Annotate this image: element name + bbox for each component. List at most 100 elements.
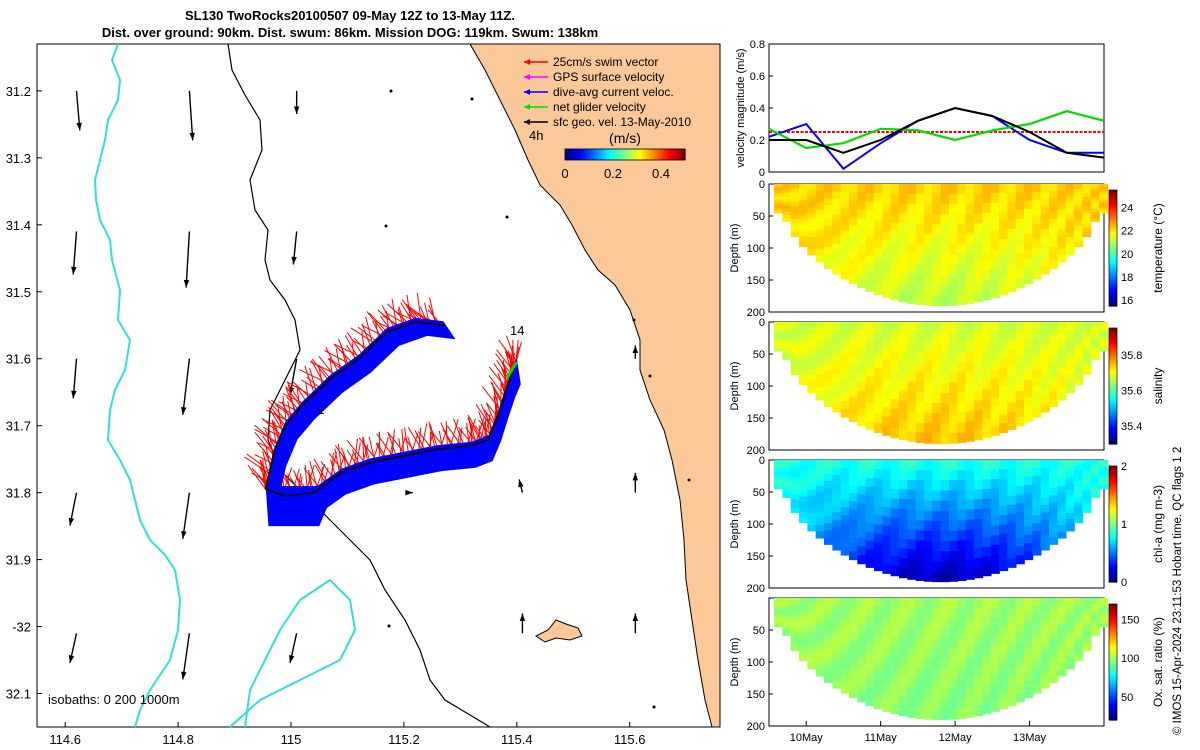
section-cell xyxy=(907,283,917,294)
section-cell xyxy=(932,194,942,205)
section-cell xyxy=(1082,232,1092,238)
section-cell xyxy=(899,686,909,697)
section-cell xyxy=(965,253,975,265)
section-cell xyxy=(1074,215,1084,222)
section-cell xyxy=(882,416,892,427)
map-y-tick-label: 31.5 xyxy=(6,285,31,300)
section-cell xyxy=(1049,626,1059,634)
colorbar-cell xyxy=(631,149,634,160)
section-colorbar-cell xyxy=(1109,687,1117,691)
section-colorbar-cell xyxy=(1109,544,1117,548)
section-cell xyxy=(1082,503,1092,509)
surface-vector-head xyxy=(632,613,639,621)
section-cell xyxy=(832,672,842,682)
section-cell xyxy=(874,386,884,397)
section-cell xyxy=(907,253,917,265)
section-cell xyxy=(1049,516,1059,524)
section-cell xyxy=(982,675,992,686)
legend-label: sfc geo. vel. 13-May-2010 xyxy=(553,115,691,129)
section-cell xyxy=(1007,642,1017,653)
swim-vector xyxy=(265,409,290,422)
section-colorbar-cell xyxy=(1109,659,1117,663)
section-colorbar-cell xyxy=(1109,542,1117,546)
section-cell xyxy=(899,538,909,549)
section-cell xyxy=(790,223,800,229)
section-cell xyxy=(899,351,909,362)
section-cell xyxy=(974,528,984,540)
section-cell xyxy=(832,474,842,484)
section-cell xyxy=(815,630,825,638)
section-cell xyxy=(999,266,1009,277)
section-colorbar-cell xyxy=(1109,287,1117,291)
section-colorbar-cell xyxy=(1109,575,1117,578)
section-cell xyxy=(890,694,900,705)
section-colorbar-cell xyxy=(1109,565,1117,569)
section-cell xyxy=(940,433,950,445)
section-cell xyxy=(957,244,967,255)
colorbar-title: (m/s) xyxy=(609,130,641,146)
section-cell xyxy=(807,507,817,514)
section-cell xyxy=(1024,476,1034,486)
section-cell xyxy=(940,275,950,286)
section-cell xyxy=(1057,669,1067,677)
section-cell xyxy=(907,637,917,649)
section-cell xyxy=(932,204,942,215)
section-cell xyxy=(849,225,859,235)
section-cell xyxy=(974,242,984,254)
section-cell xyxy=(1024,275,1034,285)
section-cell xyxy=(782,629,792,633)
section-cell xyxy=(840,677,850,686)
section-cell xyxy=(774,336,784,340)
swim-vector xyxy=(353,438,359,469)
velocity-y-tick-label: 0.2 xyxy=(750,135,765,147)
track-line-return xyxy=(264,320,444,490)
section-cell xyxy=(1015,494,1025,504)
section-cell xyxy=(1032,329,1042,339)
section-colorbar-cell xyxy=(1109,229,1117,233)
section-cell xyxy=(982,280,992,291)
section-cell xyxy=(832,527,842,536)
section-cell xyxy=(982,617,992,628)
section-cell xyxy=(1082,339,1092,345)
section-cell xyxy=(1090,472,1100,477)
section-cell xyxy=(774,598,784,601)
colorbar-cell xyxy=(653,149,656,160)
section-cell xyxy=(1065,598,1075,605)
colorbar-cell xyxy=(671,149,674,160)
section-cell xyxy=(832,605,842,614)
section-colorbar-tick-label: 150 xyxy=(1121,614,1139,626)
section-cell xyxy=(1040,467,1050,476)
surface-vector-head xyxy=(632,345,639,354)
section-cell xyxy=(1040,389,1050,398)
section-cell xyxy=(957,184,967,195)
section-cell xyxy=(1065,495,1075,502)
section-cell xyxy=(1074,598,1084,604)
section-cell xyxy=(1040,206,1050,215)
section-cell xyxy=(965,184,975,195)
section-cell xyxy=(1015,408,1025,418)
section-cell xyxy=(849,468,859,478)
section-cell xyxy=(815,229,825,237)
section-cell xyxy=(840,475,850,485)
section-cell xyxy=(1024,242,1034,251)
section-cell xyxy=(949,184,959,195)
section-colorbar-cell xyxy=(1109,549,1117,553)
section-colorbar-cell xyxy=(1109,383,1117,387)
section-cell xyxy=(840,613,850,623)
section-colorbar-cell xyxy=(1109,330,1117,334)
section-cell xyxy=(815,662,825,671)
section-colorbar-cell xyxy=(1109,344,1117,348)
section-colorbar-cell xyxy=(1109,662,1117,665)
section-cell xyxy=(1065,351,1075,359)
section-cell xyxy=(807,513,817,520)
section-cell xyxy=(924,510,934,522)
section-cell xyxy=(1032,345,1042,355)
section-cell xyxy=(890,418,900,429)
colorbar-cell xyxy=(591,149,594,160)
section-cell xyxy=(949,618,959,629)
section-cell xyxy=(782,616,792,621)
section-cell xyxy=(874,184,884,194)
section-cell xyxy=(882,563,892,574)
section-cell xyxy=(974,558,984,569)
section-cell xyxy=(1057,216,1067,224)
